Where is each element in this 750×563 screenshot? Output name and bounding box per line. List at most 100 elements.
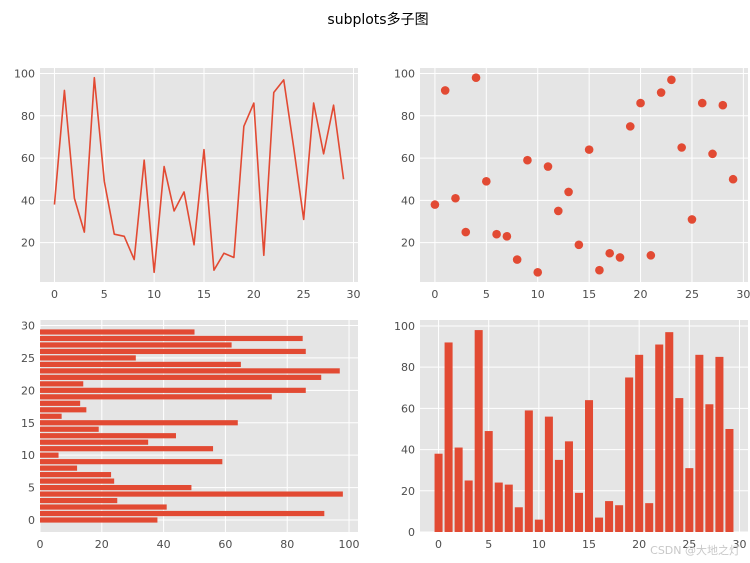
x-tick-label: 60	[218, 538, 232, 551]
y-tick-label: 20	[21, 237, 35, 250]
bar	[40, 497, 118, 504]
scatter-point	[430, 200, 440, 209]
bar	[40, 433, 176, 439]
x-tick-label: 0	[51, 288, 58, 301]
bar	[474, 330, 483, 532]
bar	[40, 426, 99, 432]
scatter-point	[595, 265, 604, 275]
scatter-point	[718, 100, 728, 110]
y-tick-label: 20	[401, 485, 415, 498]
scatter-point	[574, 240, 584, 250]
watermark: CSDN @大地之灯	[650, 543, 740, 557]
scatter-point	[646, 251, 656, 260]
bar	[40, 465, 78, 471]
bar	[40, 355, 136, 361]
bar	[655, 344, 664, 532]
x-tick-label: 30	[732, 538, 746, 551]
series-line	[53, 76, 345, 274]
scatter-point	[584, 145, 594, 154]
bar	[574, 492, 583, 532]
bar	[514, 507, 523, 532]
scatter-point	[615, 253, 625, 262]
bar	[534, 519, 543, 532]
y-tick-label: 0	[28, 514, 35, 527]
x-tick-label: 10	[531, 288, 545, 301]
y-tick-label: 100	[394, 67, 415, 80]
scatter-point	[482, 177, 491, 186]
scatter-point	[451, 193, 460, 203]
scatter-point	[492, 229, 501, 239]
x-tick-label: 25	[297, 288, 311, 301]
y-tick-label: 80	[401, 361, 415, 374]
bar	[444, 342, 453, 532]
scatter-point	[502, 232, 512, 241]
bar	[675, 398, 684, 532]
y-tick-label: 20	[401, 237, 415, 250]
horizontal-bar-subplot: 0 20 40 60 80 100 0 5 10 15 20 25 30	[21, 320, 360, 551]
x-tick-label: 10	[532, 538, 546, 551]
x-tick-label: 25	[682, 538, 696, 551]
scatter-point	[543, 162, 553, 171]
scatter-point	[656, 88, 666, 97]
scatter-point	[667, 75, 676, 85]
bar	[40, 400, 81, 406]
x-tick-label: 20	[95, 538, 109, 551]
scatter-point	[564, 187, 573, 197]
bar	[40, 342, 232, 348]
y-tick-label: 60	[401, 152, 415, 165]
scatter-point	[512, 255, 522, 264]
bar	[705, 404, 714, 532]
x-tick-label: 5	[483, 288, 490, 301]
line-subplot: 0 5 10 15 20 25 30 20 40 60 80 100	[14, 67, 361, 301]
scatter-point	[523, 155, 532, 165]
y-tick-label: 40	[401, 444, 415, 457]
x-tick-label: 0	[431, 288, 438, 301]
scatter-point	[687, 215, 697, 224]
bar	[645, 503, 654, 532]
x-tick-label: 80	[280, 538, 294, 551]
scatter-point	[605, 248, 615, 258]
x-tick-label: 25	[685, 288, 699, 301]
bar	[40, 394, 272, 400]
x-tick-label: 15	[582, 538, 596, 551]
bar	[504, 484, 513, 532]
bar	[40, 459, 223, 465]
bar	[40, 439, 149, 445]
x-tick-label: 100	[339, 538, 360, 551]
bar	[524, 410, 533, 532]
bar	[40, 484, 192, 491]
y-tick-label: 60	[21, 152, 35, 165]
figure-title: subplots多子图	[327, 11, 428, 28]
y-tick-label: 15	[21, 417, 35, 430]
scatter-point	[677, 143, 686, 152]
x-tick-label: 40	[157, 538, 171, 551]
scatter-point	[697, 98, 707, 108]
bar	[544, 416, 553, 532]
scatter-point	[461, 227, 471, 237]
x-tick-label: 30	[736, 288, 750, 301]
scatter-point	[553, 206, 563, 216]
scatter-point	[728, 174, 738, 184]
bar	[595, 517, 604, 532]
vertical-bar-subplot: 0 5 10 15 20 25 30 0 20 40 60 80 100	[394, 320, 748, 551]
y-tick-label: 80	[21, 110, 35, 123]
scatter-point	[625, 122, 635, 131]
bar	[564, 441, 573, 532]
x-tick-label: 30	[347, 288, 361, 301]
bar	[554, 459, 563, 532]
bar	[625, 377, 634, 532]
bar	[494, 482, 503, 532]
bar	[40, 374, 322, 380]
x-tick-label: 15	[197, 288, 211, 301]
bar	[40, 387, 306, 393]
bar	[40, 335, 303, 342]
bar	[40, 368, 340, 374]
bar	[40, 329, 195, 335]
bar	[585, 400, 594, 532]
scatter-point	[636, 98, 645, 108]
y-tick-label: 25	[21, 352, 35, 365]
y-tick-label: 100	[394, 320, 415, 333]
scatter-point	[708, 149, 717, 159]
bar	[484, 431, 493, 532]
bar	[665, 332, 674, 532]
